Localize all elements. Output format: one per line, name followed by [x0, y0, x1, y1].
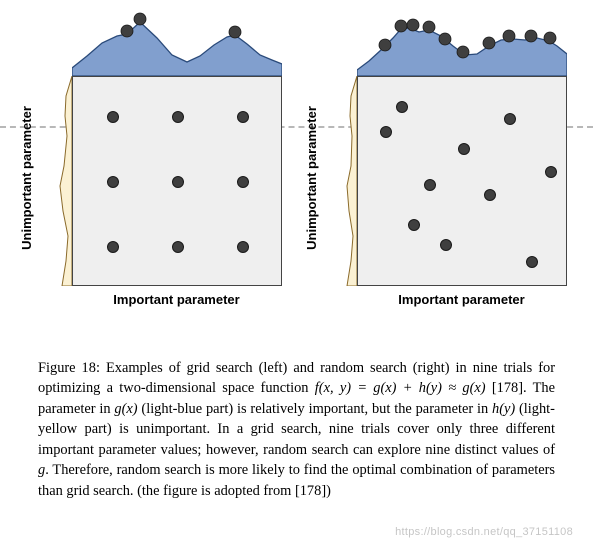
top-dot	[395, 20, 407, 32]
sample-dot	[172, 176, 184, 188]
watermark: https://blog.csdn.net/qq_37151108	[395, 526, 573, 538]
y-axis-label-left: Unimportant parameter	[19, 106, 34, 250]
top-dot	[407, 19, 419, 31]
sample-dot	[107, 111, 119, 123]
sample-dot	[380, 126, 392, 138]
sample-dot	[237, 241, 249, 253]
panels-row: Unimportant parameter Important paramete…	[10, 8, 583, 340]
top-dot	[544, 32, 556, 44]
top-dot	[379, 39, 391, 51]
figure-area: Unimportant parameter Important paramete…	[0, 0, 593, 340]
top-dot	[439, 33, 451, 45]
top-dot	[121, 25, 133, 37]
sample-dot	[526, 256, 538, 268]
left-panel: Unimportant parameter Important paramete…	[27, 8, 282, 333]
left-distribution-right	[327, 76, 357, 286]
sample-dot	[237, 111, 249, 123]
y-axis-label-right: Unimportant parameter	[304, 106, 319, 250]
x-axis-label-left: Important parameter	[72, 292, 282, 307]
caption-label: Figure 18:	[38, 360, 100, 376]
caption-t2: (light-blue part) is relatively importan…	[138, 401, 492, 417]
caption-m1: f(x, y) = g(x) + h(y) ≈ g(x)	[315, 380, 486, 396]
caption-m2: g(x)	[114, 401, 137, 417]
sample-dot	[172, 111, 184, 123]
figure-caption: Figure 18: Examples of grid search (left…	[0, 340, 593, 501]
right-panel: Unimportant parameter Important paramete…	[312, 8, 567, 333]
top-dot	[483, 37, 495, 49]
top-dot	[423, 21, 435, 33]
top-distribution-right	[357, 8, 567, 76]
sample-dot	[458, 143, 470, 155]
grid-search-plot	[72, 76, 282, 286]
sample-dot	[484, 189, 496, 201]
sample-dot	[440, 239, 452, 251]
sample-dot	[107, 241, 119, 253]
sample-dot	[396, 101, 408, 113]
top-dot	[229, 26, 241, 38]
sample-dot	[545, 166, 557, 178]
sample-dot	[237, 176, 249, 188]
sample-dot	[408, 219, 420, 231]
top-dot	[134, 13, 146, 25]
top-dot	[457, 46, 469, 58]
sample-dot	[504, 113, 516, 125]
caption-m3: h(y)	[492, 401, 515, 417]
sample-dot	[172, 241, 184, 253]
top-dot	[503, 30, 515, 42]
sample-dot	[424, 179, 436, 191]
x-axis-label-right: Important parameter	[357, 292, 567, 307]
top-dot	[525, 30, 537, 42]
random-search-plot	[357, 76, 567, 286]
top-distribution-left	[72, 8, 282, 76]
sample-dot	[107, 176, 119, 188]
left-distribution-left	[42, 76, 72, 286]
caption-t4: . Therefore, random search is more likel…	[38, 462, 555, 498]
